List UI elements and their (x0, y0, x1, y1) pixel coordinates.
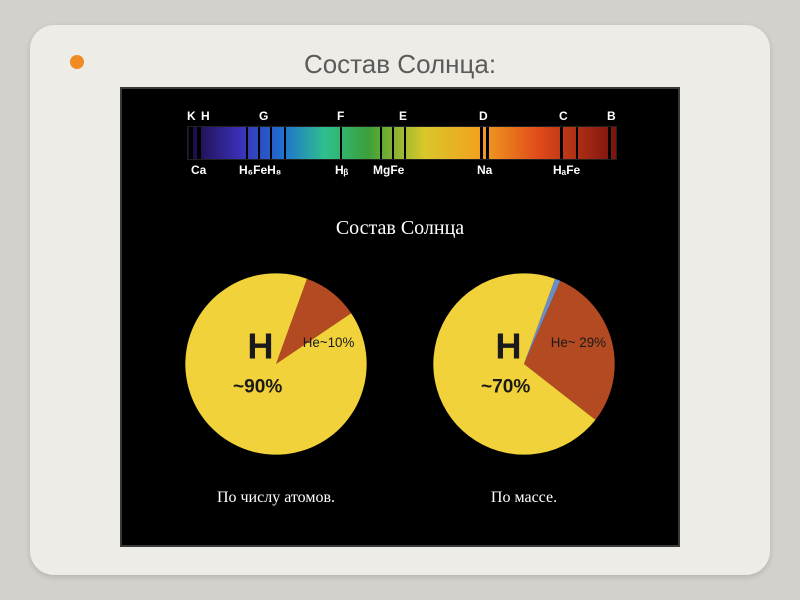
slide-title: Состав Солнца: (60, 49, 740, 80)
pie-caption: По числу атомов. (171, 489, 381, 507)
absorption-line (480, 127, 483, 159)
absorption-line (576, 127, 578, 159)
spectrum-top-labels: KH G F E D C B (187, 109, 617, 123)
pie-caption: По массе. (419, 489, 629, 507)
pie-label-h-pct: ~70% (481, 377, 530, 398)
spectrum-top-label: F (337, 109, 344, 123)
spectrum-top-label: C (559, 109, 568, 123)
spectrum-bottom-label: H₆FeH₈ (239, 163, 281, 177)
absorption-line (197, 127, 201, 159)
absorption-line (380, 127, 382, 159)
absorption-line (608, 127, 611, 159)
figure-mid-title: Состав Солнца (122, 217, 678, 240)
pie-label-he: He~10% (303, 335, 355, 350)
absorption-line (404, 127, 406, 159)
bullet-icon (70, 55, 84, 69)
pie-label-h: H (495, 325, 521, 366)
absorption-line (392, 127, 394, 159)
absorption-line (560, 127, 563, 159)
figure-panel: KHGFEDCB CaH₆FeH₈HᵦMgFeNaHₐFe Состав Сол… (120, 87, 680, 547)
absorption-line (486, 127, 489, 159)
spectrum-bottom-label: Ca (191, 163, 206, 177)
spectrum-top-label: E (399, 109, 407, 123)
pie-wrap: H ~70% He~ 29% По массе. (419, 259, 629, 507)
pie-chart: H ~70% He~ 29% (419, 259, 629, 469)
spectrum-area: KH G F E D C B Ca H₆FeH₈ Hᵦ MgFe Na HₐFe (187, 109, 617, 177)
spectrum-top-label: H (201, 109, 210, 123)
spectrum-bottom-labels: Ca H₆FeH₈ Hᵦ MgFe Na HₐFe (187, 163, 617, 177)
spectrum-top-label: B (607, 109, 616, 123)
pie-label-h-pct: ~90% (233, 377, 282, 398)
absorption-line (270, 127, 272, 159)
spectrum-top-label: K (187, 109, 196, 123)
spectrum-bottom-label: Hᵦ (335, 163, 348, 177)
spectrum-bottom-label: Na (477, 163, 492, 177)
pie-label-he: He~ 29% (551, 335, 606, 350)
absorption-line (340, 127, 342, 159)
spectrum-bottom-label: HₐFe (553, 163, 580, 177)
pie-label-h: H (247, 325, 273, 366)
spectrum-bottom-label: MgFe (373, 163, 404, 177)
spectrum-top-label: G (259, 109, 268, 123)
pie-row: H ~90% He~10% По числу атомов. H ~70% He~ 29% П… (152, 259, 648, 507)
spectrum-top-label: D (479, 109, 488, 123)
pie-chart: H ~90% He~10% (171, 259, 381, 469)
spectrum-bar (187, 126, 617, 160)
slide-card: Состав Солнца: KHGFEDCB CaH₆FeH₈HᵦMgFeNa… (30, 25, 770, 575)
absorption-line (284, 127, 286, 159)
absorption-line (246, 127, 248, 159)
absorption-line (258, 127, 260, 159)
pie-wrap: H ~90% He~10% По числу атомов. (171, 259, 381, 507)
absorption-line (189, 127, 193, 159)
